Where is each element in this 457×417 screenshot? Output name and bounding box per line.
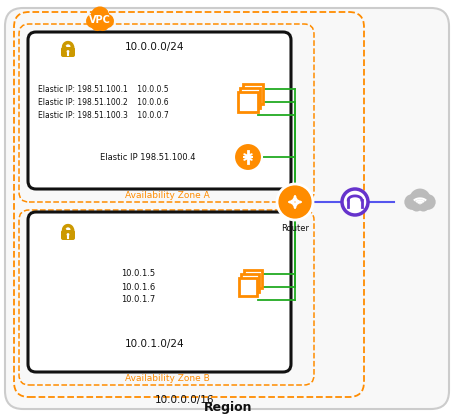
- FancyBboxPatch shape: [240, 88, 260, 108]
- Text: 10.0.1.6: 10.0.1.6: [121, 282, 155, 291]
- FancyBboxPatch shape: [5, 8, 449, 409]
- Circle shape: [67, 50, 69, 53]
- Text: 10.0.0.0/24: 10.0.0.0/24: [125, 42, 185, 52]
- Circle shape: [409, 188, 430, 210]
- Circle shape: [234, 143, 262, 171]
- FancyBboxPatch shape: [241, 274, 259, 292]
- FancyBboxPatch shape: [243, 84, 263, 104]
- FancyBboxPatch shape: [28, 212, 291, 372]
- Text: Elastic IP: 198.51.100.2    10.0.0.6: Elastic IP: 198.51.100.2 10.0.0.6: [38, 98, 169, 106]
- Text: Elastic IP: 198.51.100.3    10.0.0.7: Elastic IP: 198.51.100.3 10.0.0.7: [38, 111, 169, 120]
- Circle shape: [342, 189, 368, 215]
- Text: 10.0.1.7: 10.0.1.7: [121, 296, 155, 304]
- FancyBboxPatch shape: [244, 270, 262, 288]
- FancyBboxPatch shape: [61, 47, 75, 57]
- Text: Availability Zone A: Availability Zone A: [125, 191, 209, 200]
- Text: Elastic IP: 198.51.100.1    10.0.0.5: Elastic IP: 198.51.100.1 10.0.0.5: [38, 85, 169, 93]
- Circle shape: [420, 194, 436, 210]
- Circle shape: [90, 6, 109, 25]
- Circle shape: [277, 184, 313, 220]
- Circle shape: [419, 203, 421, 204]
- Text: VPC: VPC: [89, 15, 111, 25]
- Circle shape: [100, 14, 114, 28]
- Text: Router: Router: [281, 224, 309, 233]
- Text: 10.0.1.5: 10.0.1.5: [121, 269, 155, 279]
- Circle shape: [417, 199, 430, 211]
- Text: 10.0.1.0/24: 10.0.1.0/24: [125, 339, 185, 349]
- Circle shape: [86, 14, 101, 28]
- Text: Availability Zone B: Availability Zone B: [125, 374, 209, 383]
- Circle shape: [96, 18, 109, 31]
- FancyBboxPatch shape: [61, 230, 75, 240]
- Circle shape: [91, 18, 104, 31]
- FancyBboxPatch shape: [28, 32, 291, 189]
- FancyBboxPatch shape: [239, 278, 257, 296]
- Text: Elastic IP 198.51.100.4: Elastic IP 198.51.100.4: [100, 153, 196, 161]
- Circle shape: [410, 199, 423, 211]
- Circle shape: [404, 194, 420, 210]
- FancyBboxPatch shape: [238, 92, 258, 112]
- Text: Region: Region: [204, 401, 252, 414]
- Circle shape: [67, 233, 69, 236]
- Text: 10.0.0.0/16: 10.0.0.0/16: [155, 395, 215, 405]
